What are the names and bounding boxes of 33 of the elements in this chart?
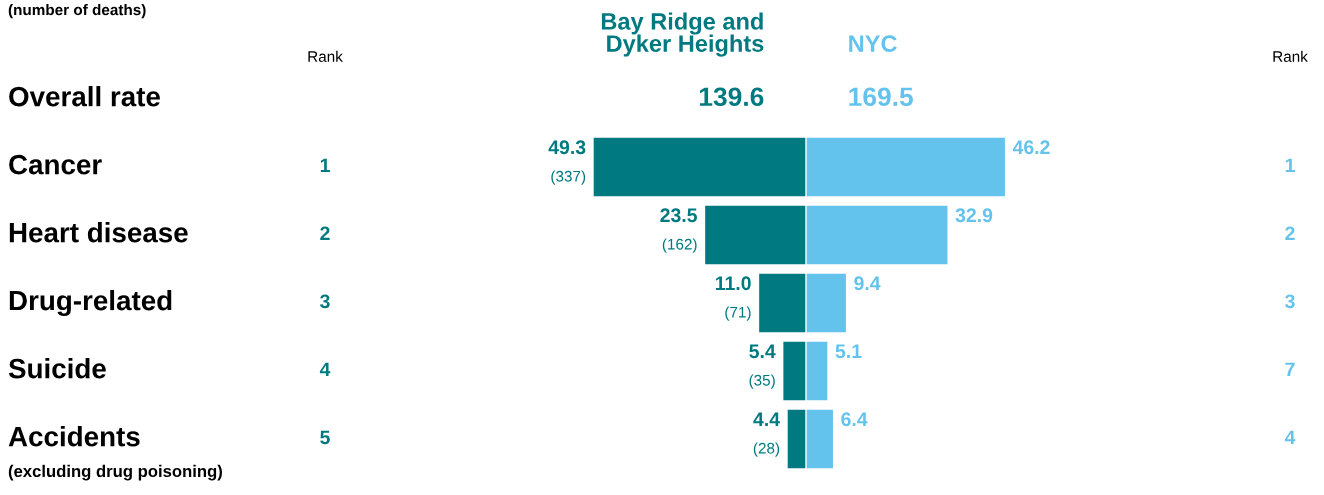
y-tick-label: Heart disease bbox=[9, 222, 188, 243]
text: Rank bbox=[308, 50, 343, 62]
data-label: 49.3 (337) bbox=[548, 140, 586, 185]
text: 4 bbox=[1284, 430, 1296, 445]
text: 169.5 bbox=[849, 87, 913, 107]
text: 139.6 bbox=[699, 87, 764, 107]
data-label: 6.4 bbox=[841, 412, 868, 427]
text: 3 bbox=[1285, 294, 1295, 309]
text: 1 bbox=[320, 158, 330, 173]
text: 1 bbox=[1285, 158, 1295, 173]
text: 5 bbox=[320, 430, 330, 445]
data-label: 5.1 bbox=[835, 344, 862, 359]
data-label: 4.4 (28) bbox=[753, 412, 780, 457]
text: 3 bbox=[320, 294, 330, 309]
y-tick-label: Cancer bbox=[9, 154, 102, 175]
text: 2 bbox=[320, 226, 330, 241]
y-tick-label: Accidents (excluding drug poisoning) bbox=[8, 426, 222, 481]
text: NYC bbox=[849, 35, 897, 52]
data-label: 9.4 bbox=[854, 276, 881, 291]
y-tick-label: Overall rate bbox=[9, 86, 160, 107]
text: Bay Ridge and Dyker Heights bbox=[601, 12, 764, 57]
data-label: 11.0 (71) bbox=[715, 276, 751, 321]
data-label: 23.5 (162) bbox=[660, 208, 697, 253]
data-label: 32.9 bbox=[955, 208, 993, 223]
y-tick-label: Drug-related bbox=[9, 289, 172, 317]
data-label: 5.4 (35) bbox=[749, 344, 776, 389]
text: Rank bbox=[1273, 50, 1308, 62]
data-label: 46.2 bbox=[1012, 140, 1050, 155]
text: 2 bbox=[1285, 226, 1295, 241]
text: 4 bbox=[319, 362, 331, 377]
text: 7 bbox=[1285, 362, 1295, 377]
text: (number of deaths) bbox=[8, 4, 146, 19]
y-tick-label: Suicide bbox=[8, 358, 106, 379]
